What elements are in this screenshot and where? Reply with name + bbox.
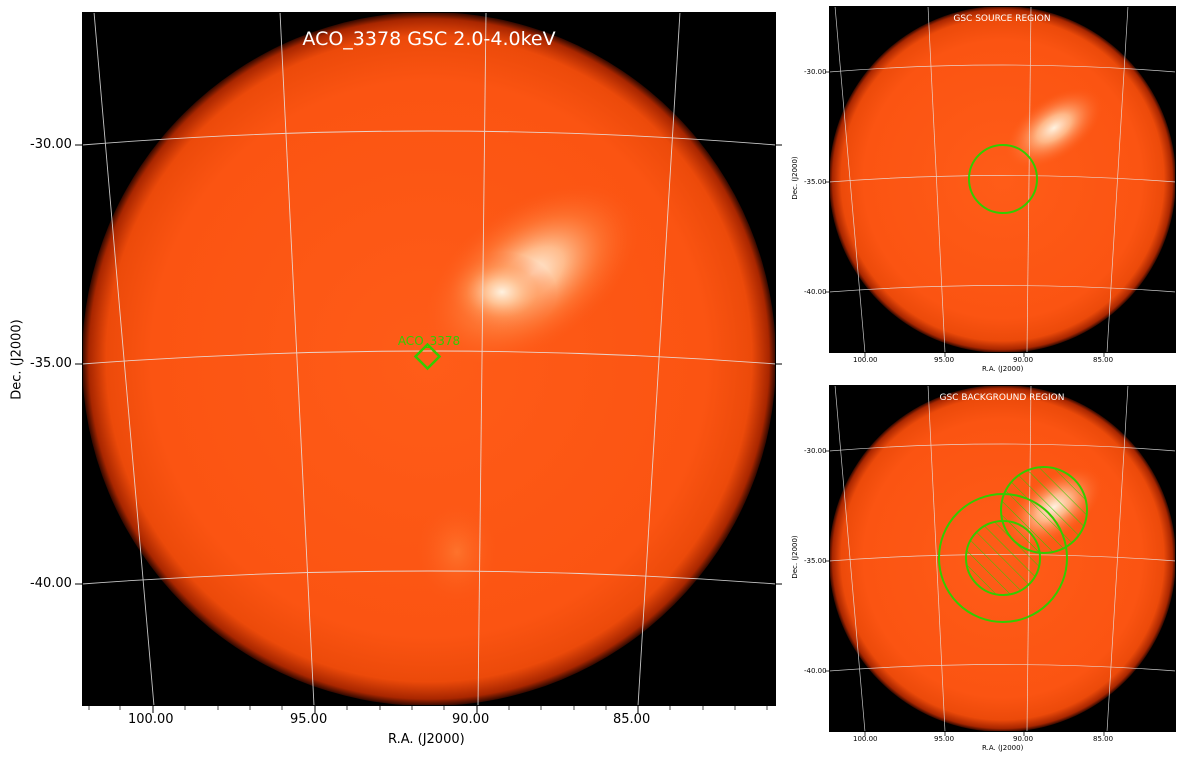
main-y-axis-label: Dec. (J2000) [9, 319, 25, 400]
detector-disk [82, 12, 776, 706]
dec-tick-label: -40.00 [804, 288, 827, 296]
main-sky-image [82, 12, 776, 706]
source-region-panel[interactable]: GSC SOURCE REGION [829, 6, 1176, 353]
background-panel-title: GSC BACKGROUND REGION [939, 393, 1065, 403]
ra-tick-label: 85.00 [613, 712, 651, 727]
background-region-panel[interactable]: GSC BACKGROUND REGION [829, 385, 1176, 732]
dec-tick-label: -30.00 [804, 447, 827, 455]
source-extraction-region [968, 144, 1038, 214]
source-panel-title: GSC SOURCE REGION [953, 14, 1051, 24]
ra-tick-label: 100.00 [128, 712, 174, 727]
dec-tick-label: -40.00 [804, 667, 827, 675]
ra-tick-label: 85.00 [1093, 356, 1114, 364]
excluded-source-region [965, 520, 1041, 596]
coordinate-grid [829, 6, 1176, 353]
background-x-axis-label: R.A. (J2000) [982, 744, 1024, 752]
detector-disk [829, 6, 1176, 353]
dec-tick-label: -40.00 [30, 576, 72, 591]
background-y-axis-label: Dec. (J2000) [791, 535, 799, 579]
ra-tick-label: 95.00 [934, 356, 955, 364]
source-y-axis-label: Dec. (J2000) [791, 156, 799, 200]
ra-tick-label: 100.00 [853, 356, 878, 364]
background-sky-image [829, 385, 1176, 732]
cluster-emission [1005, 88, 1103, 168]
background-annulus-region [938, 493, 1068, 623]
ra-tick-label: 85.00 [1093, 735, 1114, 743]
cluster-position-marker [413, 342, 442, 371]
marker-label: ACO_3378 [397, 334, 461, 348]
main-image-panel[interactable]: ACO_3378 GSC 2.0-4.0keV ACO_3378 [82, 12, 776, 706]
dec-tick-label: -35.00 [30, 356, 72, 371]
ra-tick-label: 90.00 [1013, 356, 1034, 364]
ra-tick-label: 95.00 [934, 735, 955, 743]
coordinate-grid [82, 12, 776, 706]
main-title: ACO_3378 GSC 2.0-4.0keV [302, 28, 556, 50]
ra-tick-label: 95.00 [290, 712, 328, 727]
main-x-axis-label: R.A. (J2000) [388, 732, 465, 747]
dec-tick-label: -35.00 [804, 557, 827, 565]
source-x-axis-label: R.A. (J2000) [982, 365, 1024, 373]
source-sky-image [829, 6, 1176, 353]
dec-tick-label: -30.00 [804, 68, 827, 76]
dec-tick-label: -35.00 [804, 178, 827, 186]
ra-tick-label: 100.00 [853, 735, 878, 743]
cluster-core [447, 252, 557, 332]
ra-tick-label: 90.00 [1013, 735, 1034, 743]
dec-tick-label: -30.00 [30, 137, 72, 152]
ra-tick-label: 90.00 [452, 712, 490, 727]
